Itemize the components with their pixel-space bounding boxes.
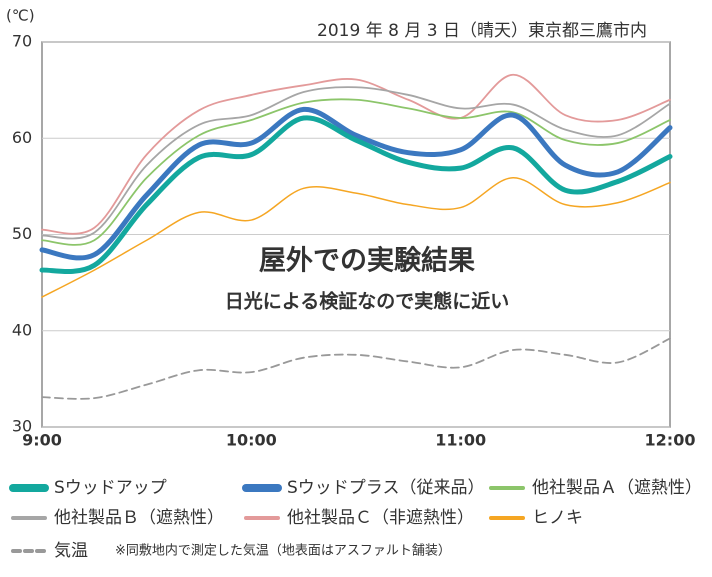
x-tick-label: 9:00: [22, 431, 62, 450]
legend-label: 気温: [54, 541, 88, 561]
legend-label: 他社製品Ｂ（遮熱性）: [54, 508, 224, 528]
note: ※同敷地内で測定した気温（地表面はアスファルト舗装）: [115, 543, 451, 559]
legend-label: 他社製品Ａ（遮熱性）: [532, 478, 702, 498]
legend-label: 他社製品Ｃ（非遮熱性）: [287, 508, 474, 528]
legend-label: Sウッドプラス（従来品）: [287, 478, 484, 498]
y-tick-label: 30: [12, 417, 32, 436]
x-tick-label: 12:00: [645, 431, 696, 450]
y-tick-label: 50: [12, 224, 32, 243]
series-line: [41, 73, 671, 235]
y-tick-label: 60: [12, 128, 32, 147]
y-tick-label: 40: [12, 320, 32, 339]
annotation: 屋外での実験結果: [259, 245, 475, 277]
series-line: [41, 98, 671, 246]
x-tick-label: 10:00: [226, 431, 277, 450]
chart-title: 2019 年 8 月 3 日（晴天）東京都三鷹市内: [317, 20, 647, 41]
y-tick-label: 70: [12, 32, 32, 51]
series-line: [41, 86, 671, 240]
annotation: 日光による検証なので実態に近い: [225, 290, 509, 313]
x-tick-label: 11:00: [435, 431, 486, 450]
legend-label: ヒノキ: [532, 508, 583, 528]
legend-label: Sウッドアップ: [54, 478, 167, 498]
series-line: [41, 337, 671, 400]
series-line: [39, 106, 673, 261]
series-line: [39, 115, 673, 274]
series-line: [41, 176, 671, 298]
y-axis-label: (℃): [6, 7, 35, 25]
